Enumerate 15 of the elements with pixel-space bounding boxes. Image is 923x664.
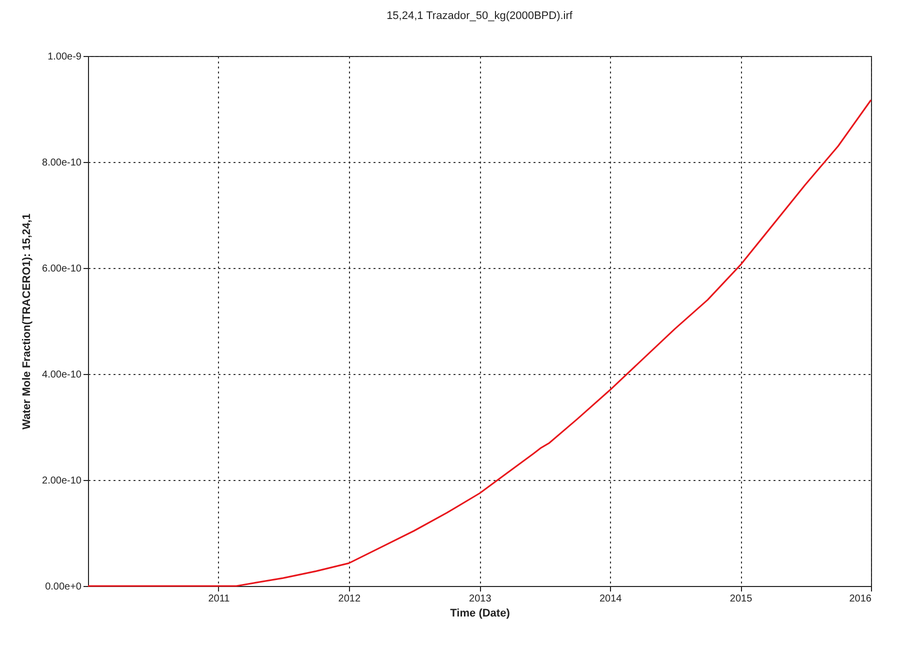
x-tick-label: 2011	[208, 594, 230, 604]
y-tick-label: 2.00e-10	[42, 476, 82, 486]
y-tick-label: 8.00e-10	[42, 158, 82, 168]
y-tick-label: 0.00e+0	[45, 582, 82, 592]
x-tick-label: 2015	[730, 594, 753, 604]
y-tick-label: 1.00e-9	[48, 52, 82, 62]
x-tick-label: 2012	[338, 594, 361, 604]
chart-title: 15,24,1 Trazador_50_kg(2000BPD).irf	[386, 10, 574, 22]
y-axis-title: Water Mole Fraction(TRACERO1): 15,24,1	[21, 214, 34, 430]
x-tick-label: 2014	[599, 594, 622, 604]
y-tick-label: 4.00e-10	[42, 370, 82, 380]
x-tick-label: 2013	[469, 594, 492, 604]
x-axis-title: Time (Date)	[450, 608, 510, 620]
x-tick-label: 2016	[849, 594, 872, 604]
y-tick-label: 6.00e-10	[42, 264, 82, 274]
